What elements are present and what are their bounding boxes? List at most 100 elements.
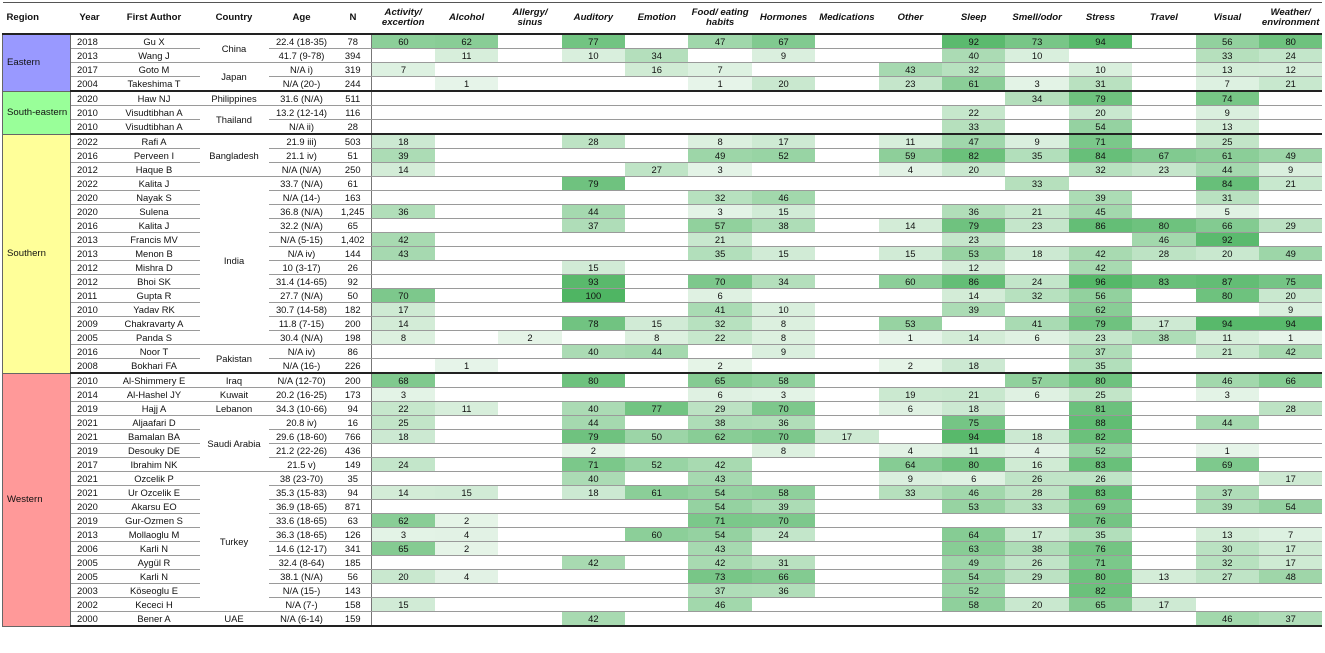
value-cell (625, 190, 689, 205)
value-cell: 31 (1195, 190, 1259, 205)
value-cell: 2 (434, 541, 499, 556)
value-cell (1132, 48, 1196, 63)
value-cell (878, 105, 943, 120)
value-cell (498, 541, 562, 556)
value-cell (498, 302, 562, 317)
age-cell: 29.6 (18-60) (268, 429, 335, 444)
value-cell (498, 344, 562, 359)
value-cell: 62 (434, 34, 499, 49)
value-cell (625, 232, 689, 247)
value-cell (625, 373, 689, 388)
year-cell: 2019 (70, 401, 109, 416)
col-header-trigger: Smell/odor (1005, 2, 1069, 35)
value-cell: 59 (878, 148, 943, 163)
n-cell: 16 (334, 415, 372, 430)
value-cell (815, 48, 879, 63)
value-cell: 52 (1068, 443, 1133, 458)
value-cell (1132, 190, 1196, 205)
n-cell: 163 (334, 190, 372, 205)
value-cell: 62 (688, 429, 752, 444)
value-cell: 3 (688, 162, 752, 177)
value-cell (498, 373, 562, 388)
value-cell: 60 (370, 34, 435, 49)
value-cell (815, 401, 879, 416)
value-cell: 2 (878, 358, 943, 374)
value-cell: 45 (1068, 204, 1133, 219)
table-body: Eastern 2018 Gu X China 22.4 (18-35) 78 60 62 77… (2, 33, 1323, 627)
value-cell (1005, 358, 1069, 374)
value-cell (1005, 302, 1069, 317)
value-cell: 64 (942, 527, 1006, 542)
author-cell: Yadav RK (108, 302, 200, 317)
value-cell: 25 (1068, 387, 1133, 402)
value-cell (1132, 443, 1196, 458)
value-cell: 13 (1195, 62, 1259, 77)
value-cell: 35 (1005, 148, 1069, 163)
value-cell: 21 (942, 387, 1006, 402)
value-cell (815, 373, 879, 388)
value-cell: 4 (878, 162, 943, 177)
age-cell: N/A (6-14) (268, 611, 335, 627)
value-cell: 58 (942, 597, 1006, 612)
value-cell (434, 232, 499, 247)
value-cell (878, 288, 943, 303)
value-cell (1195, 302, 1259, 317)
value-cell: 36 (751, 415, 816, 430)
value-cell: 96 (1068, 274, 1133, 289)
value-cell: 77 (625, 401, 689, 416)
region-cell: South-eastern (2, 90, 71, 135)
value-cell: 4 (434, 527, 499, 542)
value-cell: 87 (1195, 274, 1259, 289)
value-cell (625, 541, 689, 556)
value-cell: 94 (942, 429, 1006, 444)
value-cell (370, 358, 435, 374)
value-cell: 24 (1005, 274, 1069, 289)
value-cell (498, 527, 562, 542)
value-cell: 92 (942, 34, 1006, 49)
value-cell: 47 (942, 134, 1006, 149)
value-cell (1132, 401, 1196, 416)
value-cell (498, 597, 562, 612)
author-cell: Köseoglu E (108, 583, 200, 598)
value-cell: 36 (751, 583, 816, 598)
value-cell: 49 (688, 148, 752, 163)
value-cell: 80 (942, 457, 1006, 472)
value-cell (815, 246, 879, 261)
value-cell (625, 302, 689, 317)
value-cell: 23 (942, 232, 1006, 247)
value-cell: 42 (370, 232, 435, 247)
year-cell: 2013 (70, 246, 109, 261)
age-cell: 30.7 (14-58) (268, 302, 335, 317)
value-cell: 94 (1195, 316, 1259, 331)
author-cell: Mishra D (108, 260, 200, 275)
value-cell: 29 (688, 401, 752, 416)
col-header-trigger: Activity/ excertion (371, 2, 435, 35)
value-cell: 80 (1195, 288, 1259, 303)
year-cell: 2021 (70, 485, 109, 500)
country-cell: UAE (199, 611, 269, 627)
value-cell (498, 218, 562, 233)
value-cell (1132, 429, 1196, 444)
value-cell (878, 232, 943, 247)
value-cell (1132, 373, 1196, 388)
value-cell (815, 232, 879, 247)
value-cell: 20 (1068, 105, 1133, 120)
value-cell: 39 (751, 499, 816, 514)
age-cell: N/A i) (268, 62, 335, 77)
value-cell: 6 (688, 387, 752, 402)
value-cell (1132, 344, 1196, 359)
value-cell (1005, 162, 1069, 177)
value-cell (942, 373, 1006, 388)
value-cell: 37 (1195, 485, 1259, 500)
value-cell (498, 176, 562, 191)
age-cell: 20.8 iv) (268, 415, 335, 430)
value-cell (1132, 499, 1196, 514)
author-cell: Gupta R (108, 288, 200, 303)
value-cell: 64 (878, 457, 943, 472)
value-cell (434, 162, 499, 177)
value-cell (561, 91, 626, 106)
value-cell: 83 (1132, 274, 1196, 289)
value-cell (1005, 190, 1069, 205)
value-cell (878, 611, 943, 627)
value-cell (498, 457, 562, 472)
